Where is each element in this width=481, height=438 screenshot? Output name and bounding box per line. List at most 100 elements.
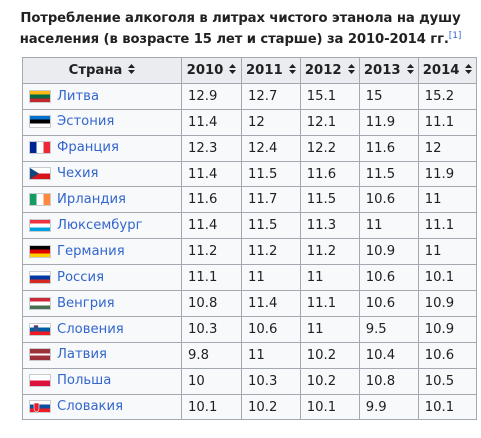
estonia-flag-icon[interactable] xyxy=(29,115,51,129)
sort-arrows-icon[interactable] xyxy=(347,63,355,76)
country-cell: Эстония xyxy=(22,108,182,136)
table-row: Люксембург 11.4 11.5 11.3 11 11.1 xyxy=(22,212,478,240)
table-row: Литва 12.9 12.7 15.1 15 15.2 xyxy=(22,82,478,110)
column-header-label: 2012 xyxy=(304,62,342,78)
country-link[interactable]: Словения xyxy=(57,321,124,337)
reference-sup: [1] xyxy=(448,31,462,41)
table-row: Франция 12.3 12.4 12.2 11.6 12 xyxy=(22,134,478,162)
france-flag-icon[interactable] xyxy=(29,141,51,155)
value-cell-2012: 11 xyxy=(299,264,360,292)
column-header-2014[interactable]: 2014 xyxy=(417,57,478,84)
column-header-country[interactable]: Страна xyxy=(22,57,182,84)
sort-arrows-icon[interactable] xyxy=(406,63,414,76)
value-cell-2011: 11 xyxy=(241,341,301,369)
germany-flag-icon[interactable] xyxy=(29,244,51,258)
sort-arrows-icon[interactable] xyxy=(128,63,136,76)
country-cell: Франция xyxy=(22,134,182,162)
value-cell-2012: 11.3 xyxy=(299,212,360,240)
column-header-label: 2010 xyxy=(186,62,224,78)
value-cell-2012: 11.1 xyxy=(299,290,360,317)
caption-title: Потребление алкоголя в литрах чистого эт… xyxy=(19,11,461,47)
column-header-2013[interactable]: 2013 xyxy=(358,57,419,84)
country-cell: Чехия xyxy=(22,160,182,188)
value-cell-2010: 12.3 xyxy=(181,134,242,162)
ireland-flag-icon[interactable] xyxy=(29,193,51,207)
column-header-2011[interactable]: 2011 xyxy=(241,57,301,84)
value-cell-2012: 12.1 xyxy=(299,108,360,136)
country-link[interactable]: Чехия xyxy=(57,166,99,182)
country-cell: Словакия xyxy=(22,393,182,421)
country-link[interactable]: Словакия xyxy=(57,399,124,415)
hungary-flag-icon[interactable] xyxy=(29,296,51,310)
value-cell-2014: 11.9 xyxy=(417,160,478,188)
country-cell: Латвия xyxy=(22,341,182,369)
value-cell-2010: 10 xyxy=(181,367,242,395)
value-cell-2010: 10.8 xyxy=(181,290,242,317)
country-link[interactable]: Польша xyxy=(57,373,112,389)
slovenia-flag-icon[interactable] xyxy=(29,322,51,336)
value-cell-2011: 12 xyxy=(241,108,301,136)
country-link[interactable]: Германия xyxy=(57,243,125,259)
lithuania-flag-icon[interactable] xyxy=(29,89,51,103)
table-body: Литва 12.9 12.7 15.1 15 15.2 Эстония 11.4 12 12.1… xyxy=(22,82,478,421)
country-cell: Люксембург xyxy=(22,212,182,240)
table-row: Венгрия 10.8 11.4 11.1 10.6 10.9 xyxy=(22,290,478,317)
luxembourg-flag-icon[interactable] xyxy=(29,219,51,233)
value-cell-2010: 10.1 xyxy=(181,393,242,421)
value-cell-2013: 10.8 xyxy=(358,367,419,395)
value-cell-2012: 10.2 xyxy=(299,341,360,369)
country-link[interactable]: Эстония xyxy=(57,114,115,130)
czechia-flag-icon[interactable] xyxy=(29,167,51,181)
country-cell: Германия xyxy=(22,238,182,266)
column-header-label: 2011 xyxy=(246,62,283,78)
column-header-2012[interactable]: 2012 xyxy=(299,57,360,84)
value-cell-2013: 10.9 xyxy=(358,238,419,266)
table-row: Ирландия 11.6 11.7 11.5 10.6 11 xyxy=(22,186,478,214)
country-link[interactable]: Латвия xyxy=(57,347,107,363)
sort-arrows-icon[interactable] xyxy=(288,63,296,76)
russia-flag-icon[interactable] xyxy=(29,270,51,284)
value-cell-2014: 12 xyxy=(417,134,478,162)
value-cell-2014: 11 xyxy=(417,238,478,266)
value-cell-2013: 10.6 xyxy=(358,186,419,214)
value-cell-2012: 11.2 xyxy=(299,238,360,266)
slovakia-flag-icon[interactable] xyxy=(29,400,51,414)
value-cell-2013: 11 xyxy=(358,212,419,240)
table-caption: Потребление алкоголя в литрах чистого эт… xyxy=(0,8,481,50)
country-link[interactable]: Франция xyxy=(57,140,119,156)
column-header-2010[interactable]: 2010 xyxy=(181,57,242,84)
value-cell-2013: 9.9 xyxy=(358,393,419,421)
reference-link[interactable]: [1] xyxy=(448,31,462,41)
value-cell-2013: 11.5 xyxy=(358,160,419,188)
value-cell-2014: 15.2 xyxy=(417,82,478,110)
table-row: Эстония 11.4 12 12.1 11.9 11.1 xyxy=(22,108,478,136)
poland-flag-icon[interactable] xyxy=(29,374,51,388)
value-cell-2012: 10.1 xyxy=(299,393,360,421)
sort-arrows-icon[interactable] xyxy=(229,63,237,76)
value-cell-2010: 11.4 xyxy=(181,108,242,136)
value-cell-2010: 11.1 xyxy=(181,264,242,292)
table-row: Россия 11.1 11 11 10.6 10.1 xyxy=(22,264,478,292)
country-cell: Словения xyxy=(22,315,182,343)
value-cell-2012: 11 xyxy=(299,315,360,343)
country-link[interactable]: Литва xyxy=(57,88,100,104)
value-cell-2010: 11.4 xyxy=(181,212,242,240)
value-cell-2011: 11.5 xyxy=(241,160,301,188)
value-cell-2011: 11.4 xyxy=(241,290,301,317)
column-header-label: Страна xyxy=(68,62,123,78)
country-link[interactable]: Россия xyxy=(57,269,105,285)
sort-arrows-icon[interactable] xyxy=(465,63,473,76)
value-cell-2014: 10.1 xyxy=(417,393,478,421)
table-row: Германия 11.2 11.2 11.2 10.9 11 xyxy=(22,238,478,266)
value-cell-2014: 10.1 xyxy=(417,264,478,292)
value-cell-2014: 11.1 xyxy=(417,212,478,240)
value-cell-2012: 15.1 xyxy=(299,82,360,110)
table-row: Польша 10 10.3 10.2 10.8 10.5 xyxy=(22,367,478,395)
value-cell-2011: 11.7 xyxy=(241,186,301,214)
country-link[interactable]: Венгрия xyxy=(57,295,115,311)
latvia-flag-icon[interactable] xyxy=(29,348,51,362)
country-link[interactable]: Люксембург xyxy=(57,218,143,234)
value-cell-2013: 9.5 xyxy=(358,315,419,343)
country-link[interactable]: Ирландия xyxy=(57,192,126,208)
table-row: Чехия 11.4 11.5 11.6 11.5 11.9 xyxy=(22,160,478,188)
